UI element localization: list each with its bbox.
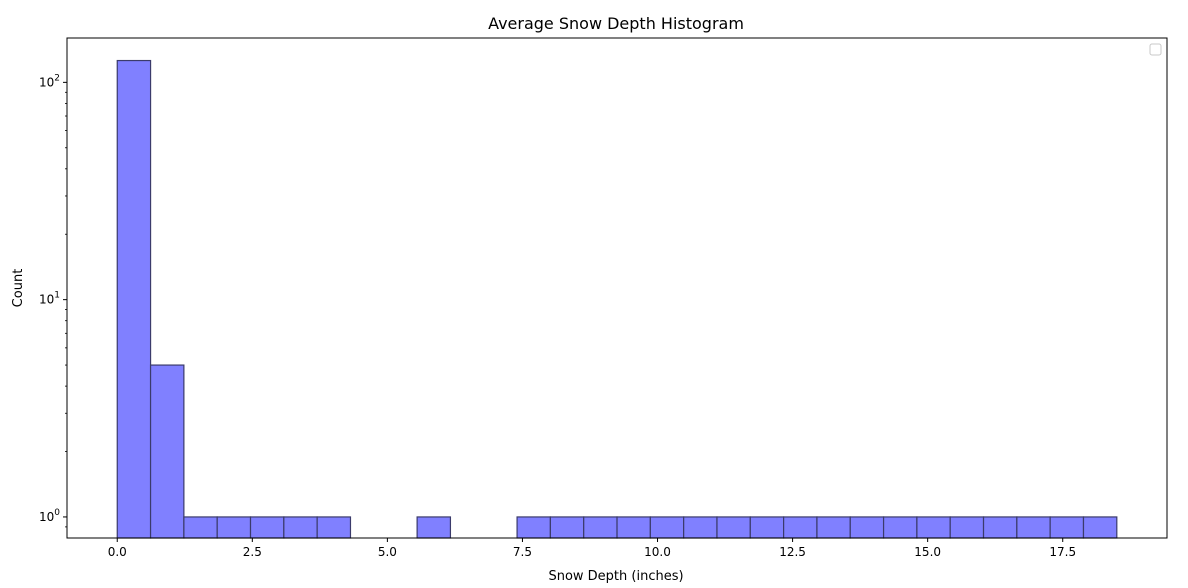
- histogram-bar: [116, 59, 152, 539]
- bars-group: [116, 59, 1118, 539]
- x-axis-ticks: 0.0 2.5 5.0 7.5 10.0 12.5 15.0 17.5: [108, 538, 1076, 559]
- histogram-bar: [649, 516, 685, 539]
- histogram-bar: [816, 516, 851, 539]
- histogram-bar: [549, 516, 585, 539]
- histogram-bar: [516, 516, 551, 539]
- histogram-bar: [783, 516, 818, 539]
- histogram-bar: [616, 516, 651, 539]
- histogram-bar: [583, 516, 618, 539]
- histogram-bar: [316, 516, 352, 539]
- histogram-bar: [416, 516, 452, 539]
- x-tick-label: 5.0: [378, 545, 397, 559]
- histogram-bar: [1016, 516, 1051, 539]
- x-axis-label: Snow Depth (inches): [548, 569, 683, 584]
- x-tick-label: 10.0: [644, 545, 671, 559]
- x-tick-label: 15.0: [914, 545, 941, 559]
- histogram-bar: [683, 516, 718, 539]
- histogram-bar: [1082, 516, 1118, 539]
- histogram-bar: [149, 364, 185, 539]
- x-tick-label: 0.0: [108, 545, 127, 559]
- histogram-bar: [183, 516, 218, 539]
- y-axis-label: Count: [11, 269, 26, 308]
- histogram-bar: [849, 516, 885, 539]
- histogram-bar: [882, 516, 918, 539]
- plot-frame: [66, 37, 1168, 539]
- histogram-bar: [982, 516, 1018, 539]
- histogram-bar: [283, 516, 318, 539]
- x-tick-label: 12.5: [779, 545, 806, 559]
- legend-box: [1149, 43, 1162, 56]
- histogram-bar: [916, 516, 951, 539]
- x-tick-label: 7.5: [513, 545, 532, 559]
- histogram-bar: [249, 516, 285, 539]
- histogram-bar: [749, 516, 785, 539]
- x-tick-label: 17.5: [1049, 545, 1076, 559]
- histogram-bar: [1049, 516, 1085, 539]
- chart-title: Average Snow Depth Histogram: [488, 14, 744, 33]
- histogram-bar: [216, 516, 252, 539]
- histogram-bar: [949, 516, 985, 539]
- histogram-bar: [716, 516, 751, 539]
- x-tick-label: 2.5: [243, 545, 262, 559]
